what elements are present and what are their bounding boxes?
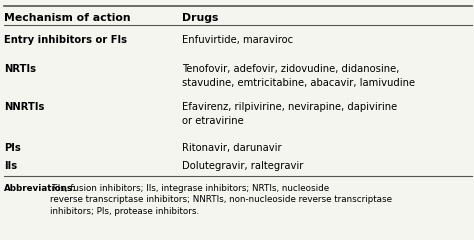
Text: Drugs: Drugs	[182, 13, 219, 23]
Text: IIs: IIs	[4, 161, 17, 171]
Text: NRTIs: NRTIs	[4, 64, 36, 74]
Text: Efavirenz, rilpivirine, nevirapine, dapivirine
or etravirine: Efavirenz, rilpivirine, nevirapine, dapi…	[182, 102, 398, 126]
Text: FIs, fusion inhibitors; IIs, integrase inhibitors; NRTIs, nucleoside
reverse tra: FIs, fusion inhibitors; IIs, integrase i…	[50, 184, 392, 216]
Text: PIs: PIs	[4, 143, 20, 153]
Text: Tenofovir, adefovir, zidovudine, didanosine,
stavudine, emtricitabine, abacavir,: Tenofovir, adefovir, zidovudine, didanos…	[182, 64, 416, 88]
Text: Entry inhibitors or FIs: Entry inhibitors or FIs	[4, 35, 127, 45]
Text: NNRTIs: NNRTIs	[4, 102, 44, 112]
Text: Ritonavir, darunavir: Ritonavir, darunavir	[182, 143, 282, 153]
Text: Dolutegravir, raltegravir: Dolutegravir, raltegravir	[182, 161, 304, 171]
Text: Enfuvirtide, maraviroc: Enfuvirtide, maraviroc	[182, 35, 293, 45]
Text: Abbreviations:: Abbreviations:	[4, 184, 76, 192]
Text: Mechanism of action: Mechanism of action	[4, 13, 130, 23]
